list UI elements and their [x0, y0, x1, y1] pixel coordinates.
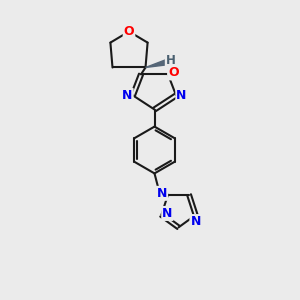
- Text: N: N: [176, 89, 187, 102]
- Text: O: O: [168, 66, 179, 80]
- Text: N: N: [157, 187, 167, 200]
- Text: N: N: [122, 89, 133, 102]
- Polygon shape: [146, 59, 168, 68]
- Text: N: N: [190, 215, 201, 228]
- Text: O: O: [124, 25, 134, 38]
- Text: N: N: [162, 207, 172, 220]
- Text: H: H: [166, 54, 175, 67]
